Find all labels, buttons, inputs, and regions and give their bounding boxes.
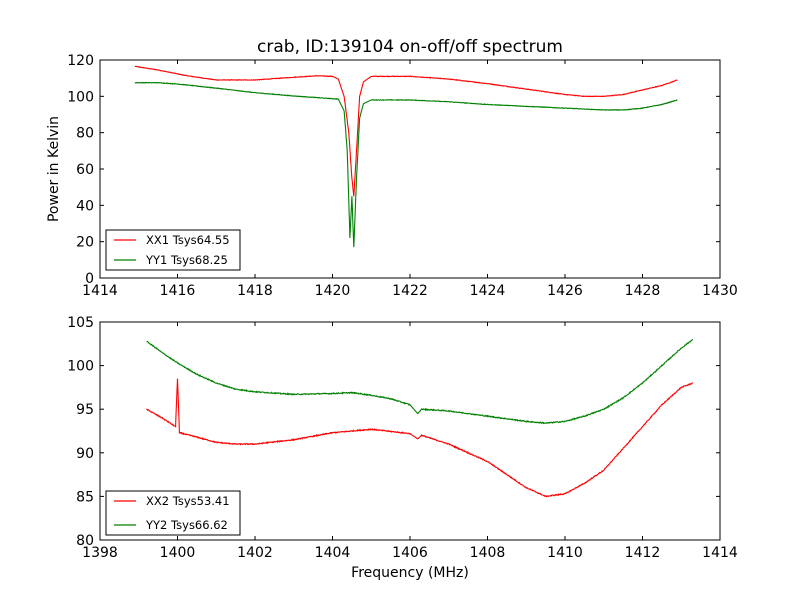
x-tick-label: 1428 — [625, 283, 661, 299]
legend-box — [105, 229, 241, 271]
series-line-1 — [134, 65, 678, 197]
series-line-2 — [146, 338, 694, 425]
x-tick-label: 1410 — [547, 545, 583, 561]
x-tick-label: 1416 — [160, 283, 196, 299]
series-line-2 — [134, 81, 678, 248]
top-y-axis-label: Power in Kelvin — [46, 116, 62, 222]
top-chart-title: crab, ID:139104 on-off/off spectrum — [257, 37, 563, 57]
bottom-plot-area: 1398 1400 1402 1404 1406 1408 1410 1412 1414 80 85… — [67, 315, 738, 561]
x-tick-label: 1414 — [702, 545, 738, 561]
legend-box — [105, 490, 241, 536]
legend: XX2 Tsys53.41 YY2 Tsys66.62 — [105, 490, 241, 536]
y-tick-label: 40 — [76, 198, 94, 214]
y-tick-label: 100 — [67, 89, 94, 105]
x-tick-label: 1400 — [160, 545, 196, 561]
x-tick-label: 1402 — [237, 545, 273, 561]
y-tick-label: 0 — [85, 271, 94, 287]
x-tick-label: 1414 — [82, 283, 118, 299]
top-panel: crab, ID:139104 on-off/off spectrum Powe… — [46, 37, 738, 299]
legend: XX1 Tsys64.55 YY1 Tsys68.25 — [105, 229, 241, 271]
y-tick-label: 60 — [76, 162, 94, 178]
y-tick-label: 105 — [67, 315, 94, 331]
y-tick-label: 85 — [76, 489, 94, 505]
x-tick-label: 1422 — [392, 283, 428, 299]
top-plot-area: 1414 1416 1418 1420 1422 1424 1426 1428 1430 0 20 4… — [67, 53, 738, 299]
x-tick-label: 1420 — [315, 283, 351, 299]
x-tick-label: 1424 — [470, 283, 506, 299]
y-tick-label: 90 — [76, 446, 94, 462]
y-tick-label: 95 — [76, 402, 94, 418]
x-tick-label: 1408 — [470, 545, 506, 561]
legend-label: XX2 Tsys53.41 — [146, 494, 230, 508]
legend-label: YY2 Tsys66.62 — [145, 518, 228, 532]
x-tick-label: 1404 — [315, 545, 351, 561]
legend-label: XX1 Tsys64.55 — [146, 233, 230, 247]
x-tick-label: 1426 — [547, 283, 583, 299]
y-tick-label: 100 — [67, 359, 94, 375]
bottom-panel: Frequency (MHz) 1398 1400 1402 1404 1406 1408… — [67, 315, 738, 581]
y-tick-label: 80 — [76, 533, 94, 549]
series-line-1 — [146, 378, 694, 498]
y-tick-label: 20 — [76, 235, 94, 251]
y-tick-label: 80 — [76, 126, 94, 142]
x-tick-label: 1398 — [82, 545, 118, 561]
x-tick-label: 1430 — [702, 283, 738, 299]
y-tick-label: 120 — [67, 53, 94, 69]
legend-label: YY1 Tsys68.25 — [145, 253, 228, 267]
x-tick-label: 1406 — [392, 545, 428, 561]
bottom-x-axis-label: Frequency (MHz) — [351, 565, 469, 581]
x-tick-label: 1418 — [237, 283, 273, 299]
x-tick-label: 1412 — [625, 545, 661, 561]
